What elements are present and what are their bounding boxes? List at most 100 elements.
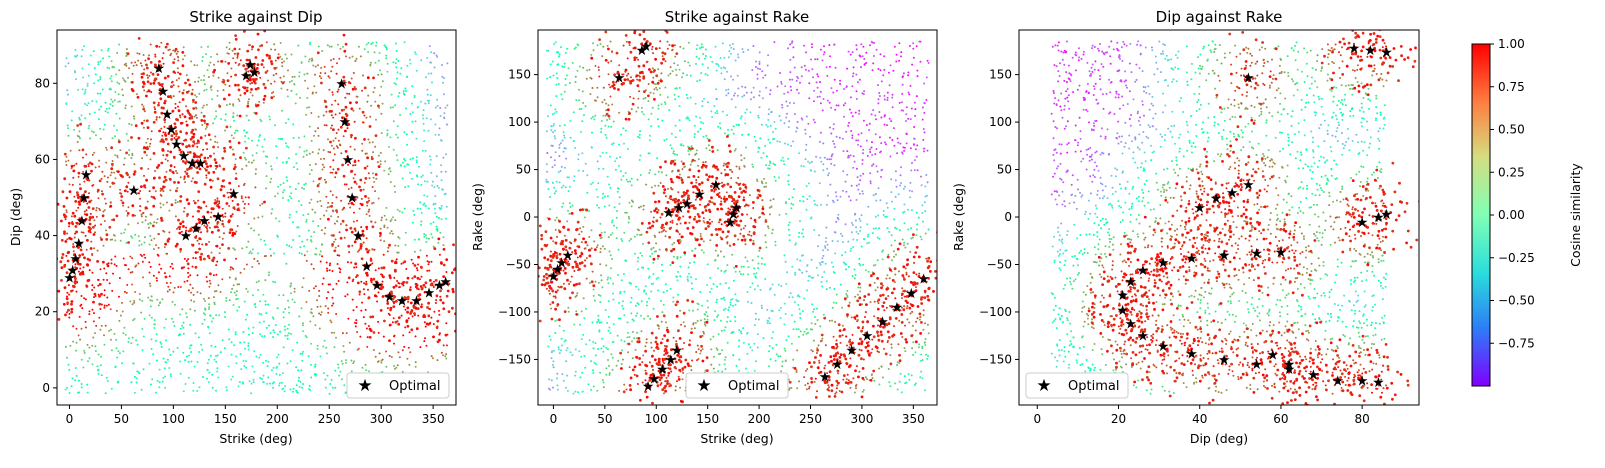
scatter-point [386,226,389,229]
scatter-point [386,300,389,303]
scatter-point [429,222,432,225]
scatter-point [657,276,660,279]
scatter-point [574,46,577,49]
scatter-point [111,289,114,292]
scatter-point [163,175,167,179]
scatter-point [91,130,93,133]
scatter-point [574,75,577,78]
scatter-point [663,362,666,365]
scatter-point [311,151,314,154]
scatter-point [830,106,833,109]
scatter-point [395,366,398,369]
scatter-point [263,320,265,323]
scatter-point [127,241,130,244]
scatter-point [99,364,102,367]
scatter-point [335,196,338,199]
scatter-point [818,262,821,264]
scatter-point [549,196,551,198]
scatter-point [548,335,551,338]
scatter-point [281,65,284,68]
scatter-point [716,149,719,152]
scatter-point [797,335,800,338]
scatter-point [221,156,225,160]
scatter-point [111,162,114,166]
y-axis-label: Dip (deg) [8,188,23,246]
scatter-point [310,342,313,345]
scatter-point [816,390,818,393]
scatter-point [308,152,311,155]
scatter-point [438,217,440,219]
scatter-point [411,277,414,280]
scatter-point [353,180,357,184]
scatter-point [667,374,670,377]
scatter-point [817,75,820,78]
scatter-point [167,150,169,153]
scatter-point [205,103,208,106]
scatter-point [771,347,774,350]
scatter-point [146,74,149,77]
scatter-point [205,168,208,172]
scatter-point [735,365,738,367]
scatter-point [113,263,116,266]
scatter-points [57,30,456,395]
scatter-point [774,359,777,362]
scatter-point [402,298,406,302]
scatter-point [285,244,288,246]
scatter-point [198,221,201,225]
scatter-point [191,88,194,91]
scatter-point [427,301,430,305]
scatter-point [388,355,391,357]
scatter-point [99,308,102,310]
scatter-point [209,178,212,182]
scatter-point [630,199,633,202]
scatter-point [179,360,182,363]
scatter-point [373,248,376,251]
scatter-point [374,269,377,272]
scatter-point [297,136,300,139]
scatter-point [159,140,162,143]
scatter-point [695,149,698,152]
scatter-point [619,292,621,295]
scatter-point [140,75,144,79]
scatter-point [234,34,238,37]
scatter-point [67,127,69,130]
scatter-point [148,145,151,148]
scatter-point [331,304,334,307]
optimal-star: ★ [227,187,240,203]
scatter-point [271,382,274,385]
scatter-point [373,181,376,183]
scatter-point [109,204,113,208]
scatter-point [920,238,923,241]
scatter-point [138,244,141,247]
scatter-point [136,52,139,55]
scatter-point [660,72,663,75]
scatter-point [90,240,93,243]
scatter-point [331,93,334,96]
scatter-point [824,246,827,249]
scatter-point [100,49,103,52]
scatter-point [698,47,701,50]
scatter-point [70,307,74,311]
scatter-point [850,184,853,187]
scatter-point [86,196,90,199]
scatter-point [889,354,892,357]
scatter-point [232,137,235,140]
scatter-point [279,183,282,186]
scatter-point [131,72,134,75]
scatter-point [769,89,772,92]
scatter-point [787,174,790,177]
scatter-point [426,180,429,183]
scatter-point [166,358,169,361]
scatter-point [344,112,348,116]
scatter-point [235,355,238,358]
scatter-point [890,191,893,194]
scatter-point [197,251,199,254]
scatter-point [432,203,435,206]
scatter-point [825,237,828,239]
scatter-point [99,92,102,95]
scatter-point [216,94,219,97]
scatter-point [225,297,228,299]
scatter-point [652,246,655,249]
scatter-point [279,42,282,44]
scatter-point [847,265,850,268]
